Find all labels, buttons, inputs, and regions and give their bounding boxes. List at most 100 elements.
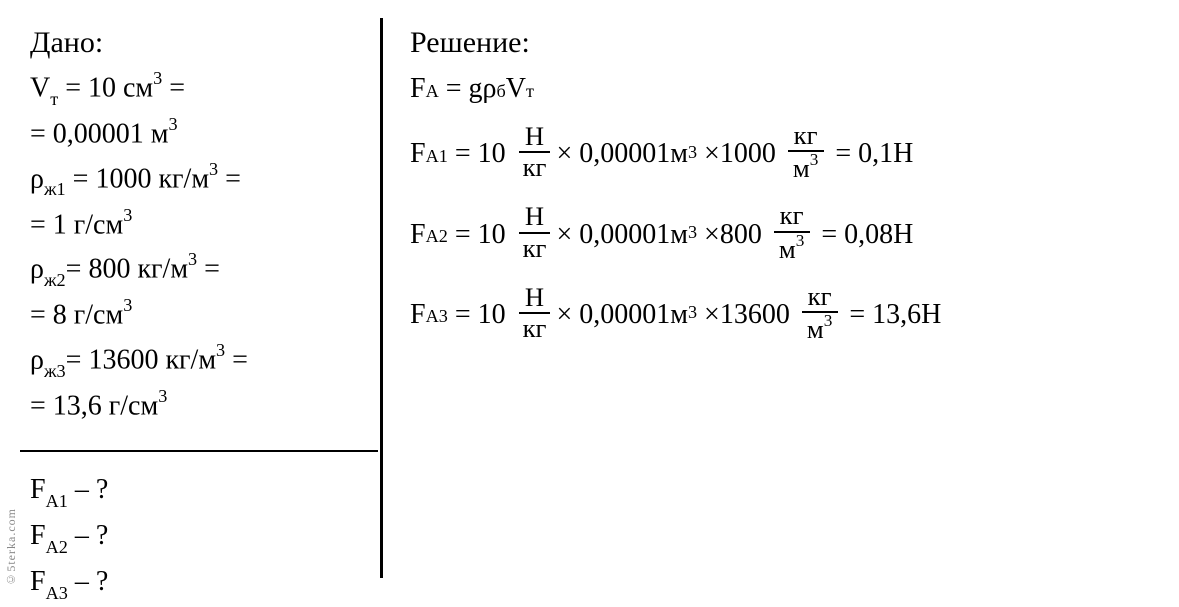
find-f1: FА1 – ? bbox=[30, 469, 385, 513]
f2-subscript: А2 bbox=[46, 537, 68, 557]
cube-sup: 3 bbox=[158, 386, 167, 406]
volume-subscript: т bbox=[50, 89, 58, 109]
calc2-v-unit: м bbox=[670, 219, 688, 251]
density3-value-g: 13,6 bbox=[53, 390, 102, 421]
formula-rho: ρ bbox=[483, 73, 497, 105]
calc1-rho-num: кг bbox=[788, 121, 824, 152]
calc2-rho-num: кг bbox=[774, 201, 810, 232]
calc1-rho-frac: кгм3 bbox=[787, 121, 824, 183]
volume-symbol: V bbox=[30, 72, 50, 103]
calc3-result-unit: Н bbox=[921, 299, 941, 331]
calc1-lhs-sub: A1 bbox=[426, 146, 448, 167]
density2-line-1: ρж2= 800 кг/м3 = bbox=[30, 248, 385, 292]
cube-sup: 3 bbox=[209, 159, 218, 179]
formula-lhs-sub: А bbox=[426, 81, 439, 102]
volume-line-2: = 0,00001 м3 bbox=[30, 113, 385, 155]
cube-sup: 3 bbox=[169, 114, 178, 134]
density3-line-2: = 13,6 г/см3 bbox=[30, 385, 385, 427]
given-title: Дано: bbox=[30, 20, 385, 65]
calc1-lhs: F bbox=[410, 138, 426, 170]
calc3-rho-den: м3 bbox=[801, 313, 838, 344]
f1-subscript: А1 bbox=[46, 491, 68, 511]
find-section: FА1 – ? FА2 – ? FА3 – ? bbox=[30, 469, 385, 605]
cube-sup: 3 bbox=[688, 142, 697, 163]
find-f2: FА2 – ? bbox=[30, 515, 385, 559]
density2-unit-kg: кг/м bbox=[137, 253, 188, 284]
find-f3: FА3 – ? bbox=[30, 561, 385, 605]
density1-symbol: ρ bbox=[30, 163, 44, 194]
volume-value-m: 0,00001 bbox=[53, 119, 144, 150]
cube-sup: 3 bbox=[153, 68, 162, 88]
calc2-lhs: F bbox=[410, 219, 426, 251]
calc3-v-val: 0,00001 bbox=[579, 299, 670, 331]
calc3-lhs: F bbox=[410, 299, 426, 331]
calc2-g-num: Н bbox=[519, 202, 550, 233]
calc3-rho-val: 13600 bbox=[720, 299, 790, 331]
density3-unit-kg: кг/м bbox=[165, 344, 216, 375]
cube-sup: 3 bbox=[216, 340, 225, 360]
calc3-g-frac: Нкг bbox=[517, 283, 553, 344]
f3-subscript: А3 bbox=[46, 583, 68, 603]
calc3-lhs-sub: A3 bbox=[426, 306, 448, 327]
calc2-rho-frac: кгм3 bbox=[773, 201, 810, 263]
calc1-g-frac: Нкг bbox=[517, 122, 553, 183]
watermark: ©5terka.com bbox=[4, 508, 19, 587]
calc2-rho-den: м3 bbox=[773, 233, 810, 264]
formula-line: FА = gρбVт bbox=[410, 73, 1149, 105]
cube-sup: 3 bbox=[188, 249, 197, 269]
calc2-lhs-sub: A2 bbox=[426, 226, 448, 247]
calc2-g-val: 10 bbox=[478, 219, 506, 251]
density1-subscript: ж1 bbox=[44, 179, 66, 199]
f3-symbol: F bbox=[30, 566, 46, 597]
density2-symbol: ρ bbox=[30, 253, 44, 284]
calc1-g-den: кг bbox=[517, 153, 553, 182]
calc1-result: 0,1 bbox=[858, 138, 893, 170]
calc2-v-val: 0,00001 bbox=[579, 219, 670, 251]
calc2-line: FA2 = 10 Нкг× 0,00001м3 ×800 кгм3 = 0,08… bbox=[410, 203, 1149, 265]
calc1-v-val: 0,00001 bbox=[579, 138, 670, 170]
calc1-line: FA1 = 10 Нкг× 0,00001м3 ×1000 кгм3 = 0,1… bbox=[410, 123, 1149, 185]
density2-value-g: 8 bbox=[53, 300, 67, 331]
given-column: Дано: Vт = 10 см3 = = 0,00001 м3 ρж1 = 1… bbox=[30, 20, 385, 607]
density1-value-g: 1 bbox=[53, 209, 67, 240]
calc2-rho-val: 800 bbox=[720, 219, 762, 251]
cube-sup: 3 bbox=[123, 295, 132, 315]
density2-value-kg: 800 bbox=[88, 253, 130, 284]
calc3-v-unit: м bbox=[670, 299, 688, 331]
cube-sup: 3 bbox=[688, 222, 697, 243]
formula-lhs: F bbox=[410, 73, 426, 105]
calc1-g-num: Н bbox=[519, 122, 550, 153]
cube-sup: 3 bbox=[688, 302, 697, 323]
density3-line-1: ρж3= 13600 кг/м3 = bbox=[30, 339, 385, 383]
cube-sup: 3 bbox=[123, 205, 132, 225]
f2-symbol: F bbox=[30, 520, 46, 551]
calc3-result: 13,6 bbox=[872, 299, 921, 331]
density2-unit-g: г/см bbox=[74, 300, 123, 331]
calc2-result-unit: Н bbox=[893, 219, 913, 251]
divider-horizontal bbox=[20, 450, 378, 452]
density3-unit-g: г/см bbox=[109, 390, 158, 421]
density1-line-2: = 1 г/см3 bbox=[30, 204, 385, 246]
formula-rho-sub: б bbox=[497, 81, 506, 102]
f1-symbol: F bbox=[30, 474, 46, 505]
calc1-v-unit: м bbox=[670, 138, 688, 170]
calc3-rho-frac: кгм3 bbox=[801, 282, 838, 344]
density1-unit-kg: кг/м bbox=[158, 163, 209, 194]
density2-subscript: ж2 bbox=[44, 270, 66, 290]
formula-v-sub: т bbox=[526, 81, 534, 102]
volume-unit-m: м bbox=[151, 119, 169, 150]
calc1-g-val: 10 bbox=[478, 138, 506, 170]
density3-symbol: ρ bbox=[30, 344, 44, 375]
volume-unit-cm: см bbox=[123, 72, 153, 103]
calc2-g-den: кг bbox=[517, 234, 553, 263]
calc2-result: 0,08 bbox=[844, 219, 893, 251]
formula-v: V bbox=[506, 73, 526, 105]
calc3-g-val: 10 bbox=[478, 299, 506, 331]
density1-unit-g: г/см bbox=[74, 209, 123, 240]
calc3-g-num: Н bbox=[519, 283, 550, 314]
calc1-rho-den: м3 bbox=[787, 152, 824, 183]
density1-line-1: ρж1 = 1000 кг/м3 = bbox=[30, 158, 385, 202]
volume-value-cm: 10 bbox=[88, 72, 116, 103]
physics-problem-container: Дано: Vт = 10 см3 = = 0,00001 м3 ρж1 = 1… bbox=[30, 20, 1149, 607]
density1-value-kg: 1000 bbox=[95, 163, 151, 194]
